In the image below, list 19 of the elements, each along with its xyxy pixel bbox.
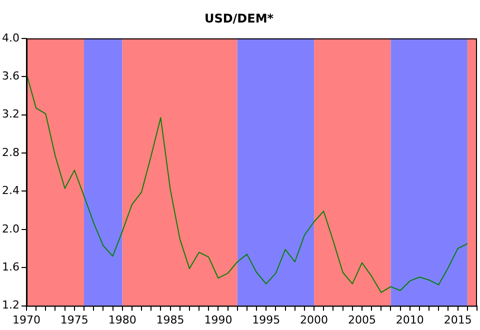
- y-tick-label: 3.6: [2, 69, 20, 82]
- x-tick-label: 2005: [348, 313, 376, 326]
- x-tick-label: 1985: [156, 313, 184, 326]
- x-tick-label: 1980: [108, 313, 136, 326]
- x-tick-label: 2015: [444, 313, 472, 326]
- y-tick-label: 2.8: [2, 146, 20, 159]
- x-tick-label: 1995: [252, 313, 280, 326]
- y-tick-label: 1.2: [2, 298, 20, 312]
- x-tick-label: 1990: [204, 313, 232, 326]
- x-tick-label: 1975: [60, 313, 88, 326]
- y-tick-label: 2.0: [2, 222, 20, 236]
- y-tick-label: 3.2: [2, 108, 20, 121]
- x-tick-label: 1970: [12, 313, 40, 326]
- x-tick-label: 2000: [300, 313, 328, 326]
- y-tick-label: 2.4: [2, 184, 20, 198]
- y-tick-label: 1.6: [2, 260, 20, 274]
- y-tick-label: 4.0: [2, 31, 20, 44]
- x-tick-label: 2010: [396, 313, 424, 326]
- chart-title: USD/DEM*: [204, 11, 274, 26]
